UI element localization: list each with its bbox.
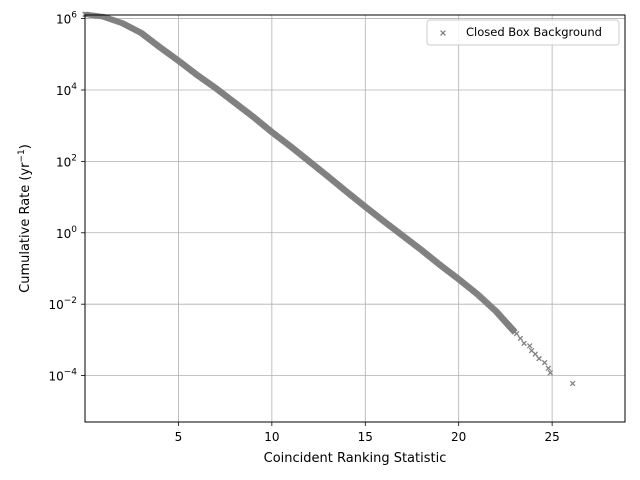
y-tick-label: 104 (56, 82, 77, 98)
y-axis-ticks: 106 104 102 100 10−2 10−4 (48, 11, 85, 384)
legend-marker-x-icon (440, 30, 446, 36)
y-tick-label: 102 (56, 153, 77, 169)
data-point (569, 380, 576, 387)
data-point (532, 351, 539, 357)
y-axis-label-prefix: Cumulative Rate (yr (18, 162, 33, 293)
series-markers (82, 11, 576, 387)
x-tick-label: 25 (544, 430, 559, 444)
x-tick-label: 5 (175, 430, 183, 444)
legend: Closed Box Background (426, 19, 620, 46)
data-point (536, 355, 542, 362)
x-tick-label: 15 (358, 430, 373, 444)
grid-lines (85, 15, 625, 422)
x-tick-label: 20 (451, 430, 466, 444)
data-point (545, 365, 552, 372)
data-point (547, 370, 554, 376)
x-axis-ticks: 5 10 15 20 25 (175, 422, 560, 444)
data-point (517, 335, 524, 342)
y-tick-label: 106 (56, 11, 77, 27)
y-tick-label: 100 (56, 225, 77, 241)
x-axis-label: Coincident Ranking Statistic (264, 451, 447, 466)
plot-frame (84, 14, 626, 423)
y-tick-label: 10−2 (48, 296, 77, 312)
data-point (541, 359, 548, 366)
legend-label: Closed Box Background (466, 25, 602, 39)
data-point (526, 343, 533, 349)
data-point (513, 330, 520, 337)
y-axis-label-exponent: −1 (17, 149, 27, 162)
y-axis-label-suffix: ) (18, 144, 33, 149)
y-axis-label: Cumulative Rate (yr−1) (17, 144, 33, 293)
y-tick-label: 10−4 (48, 368, 77, 384)
data-point (521, 340, 527, 347)
x-tick-label: 10 (264, 430, 279, 444)
legend-box (426, 19, 620, 46)
